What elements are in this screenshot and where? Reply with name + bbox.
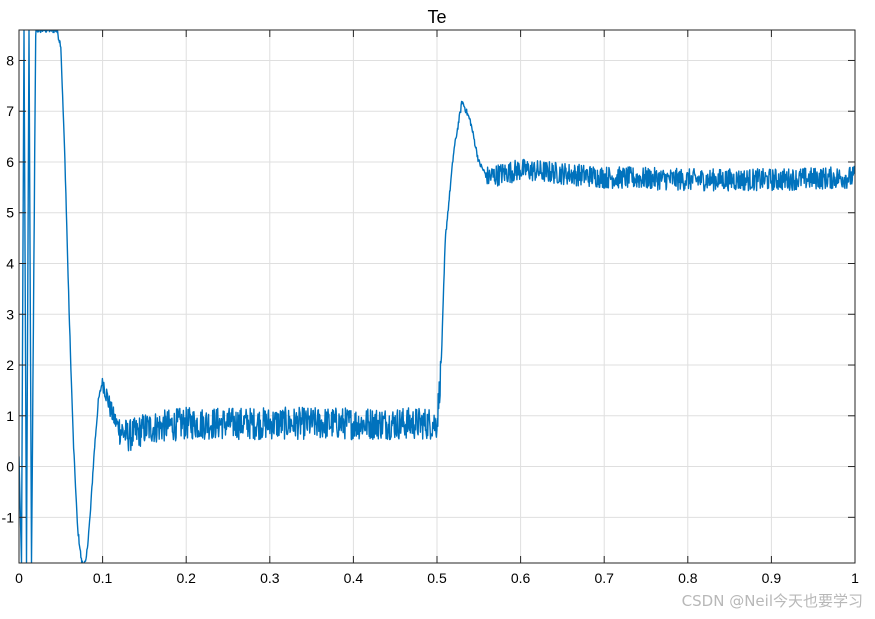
y-tick-label: 5: [6, 205, 14, 221]
x-tick-label: 0.7: [594, 570, 614, 586]
x-tick-label: 0: [15, 570, 23, 586]
x-tick-label: 0.2: [176, 570, 196, 586]
y-tick-label: 0: [6, 459, 14, 475]
x-tick-label: 0.5: [427, 570, 447, 586]
series-layer: [19, 30, 855, 563]
y-tick-label: 2: [6, 357, 14, 373]
y-tick-label: 7: [6, 103, 14, 119]
ticks: [18, 30, 856, 563]
x-tick-label: 0.6: [511, 570, 531, 586]
x-tick-label: 0.8: [678, 570, 698, 586]
y-tick-label: 3: [6, 306, 14, 322]
y-tick-label: 8: [6, 52, 14, 68]
y-tick-label: 4: [6, 256, 14, 272]
chart-title: Te: [427, 7, 446, 27]
x-tick-label: 0.1: [93, 570, 113, 586]
y-tick-label: 6: [6, 154, 14, 170]
tick-labels: 0 0.1 0.2 0.3 0.4 0.5 0.6 0.7 0.8 0.9 1 -1 0 1 2 3 4 5 6 7 8: [2, 52, 860, 586]
x-tick-label: 1: [851, 570, 859, 586]
watermark: CSDN @Neil今天也要学习: [681, 592, 863, 610]
y-tick-label: 1: [6, 408, 14, 424]
x-tick-label: 0.3: [260, 570, 280, 586]
x-tick-label: 0.4: [344, 570, 364, 586]
y-tick-label: -1: [2, 509, 15, 525]
x-tick-label: 0.9: [762, 570, 782, 586]
series-line-0: [19, 30, 855, 563]
grid: [19, 30, 855, 563]
